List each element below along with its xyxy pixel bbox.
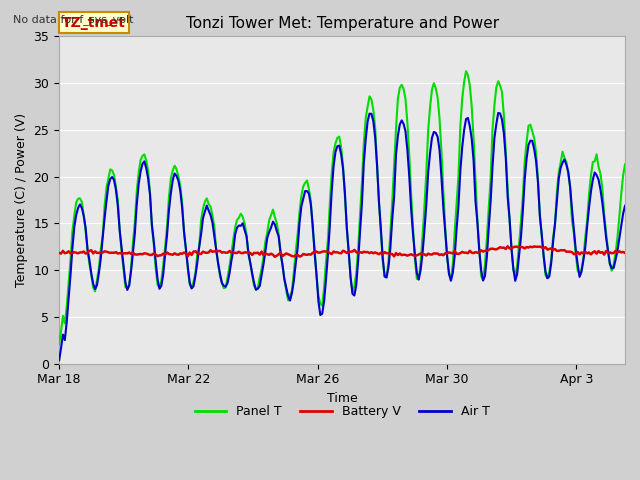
X-axis label: Time: Time — [326, 392, 358, 405]
Text: No data for f_sys_volt: No data for f_sys_volt — [13, 14, 133, 25]
Legend: Panel T, Battery V, Air T: Panel T, Battery V, Air T — [190, 400, 494, 423]
Title: Tonzi Tower Met: Temperature and Power: Tonzi Tower Met: Temperature and Power — [186, 16, 499, 31]
Y-axis label: Temperature (C) / Power (V): Temperature (C) / Power (V) — [15, 113, 28, 287]
Text: TZ_tmet: TZ_tmet — [62, 16, 126, 30]
